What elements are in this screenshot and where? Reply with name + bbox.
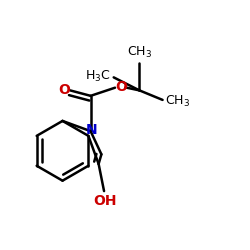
Text: H$_3$C: H$_3$C (86, 68, 111, 84)
Text: N: N (86, 123, 98, 137)
Text: CH$_3$: CH$_3$ (165, 94, 190, 109)
Text: CH$_3$: CH$_3$ (128, 44, 152, 60)
Text: O: O (115, 80, 127, 94)
Text: O: O (58, 83, 70, 97)
Text: OH: OH (94, 194, 117, 208)
